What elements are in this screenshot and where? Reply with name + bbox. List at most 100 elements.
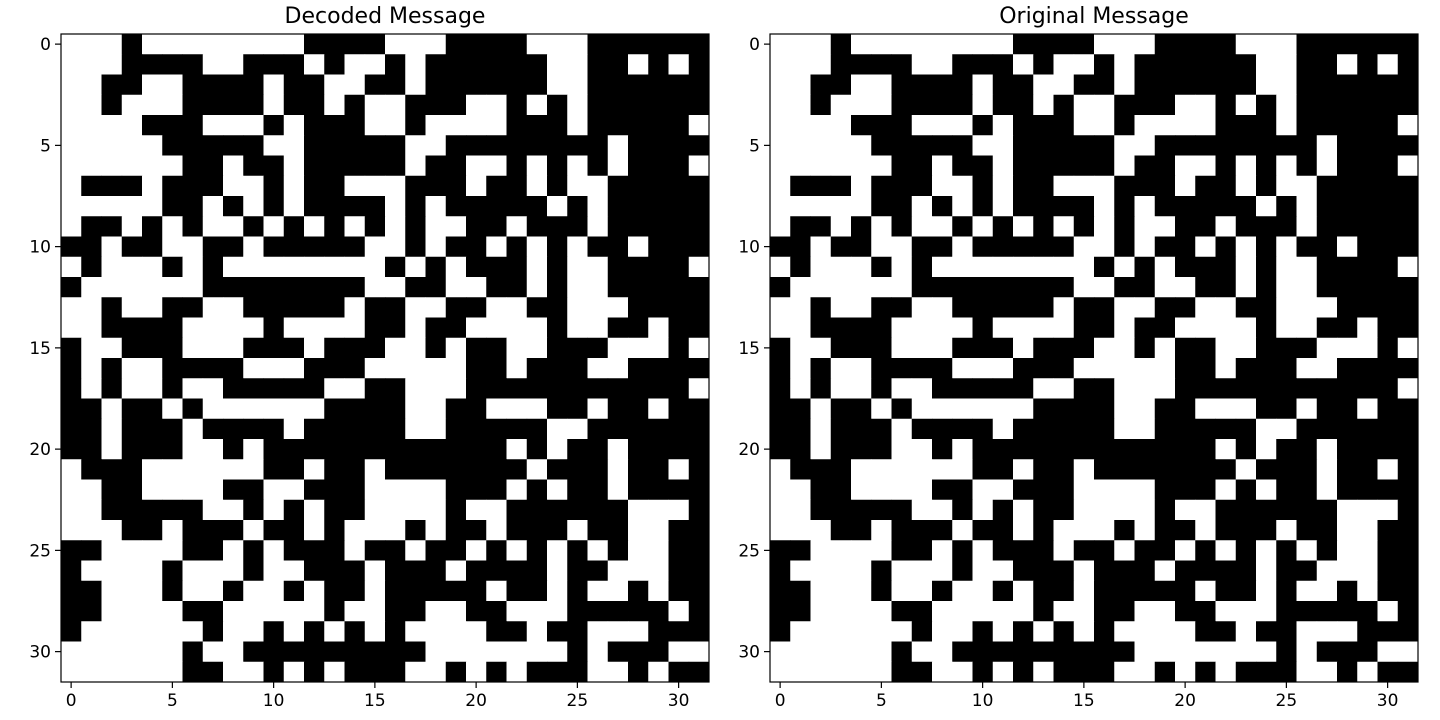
heatmap-cell — [1357, 277, 1378, 298]
heatmap-cell — [344, 621, 366, 642]
heatmap-cell — [1134, 317, 1156, 339]
heatmap-cell — [1235, 358, 1257, 379]
heatmap-cell — [1276, 641, 1297, 663]
heatmap-cell — [891, 256, 913, 278]
heatmap-cell — [911, 641, 933, 663]
heatmap-cell — [263, 297, 285, 318]
heatmap-cell — [871, 540, 892, 561]
heatmap-cell — [385, 54, 406, 75]
heatmap-cell — [385, 216, 406, 237]
heatmap-cell — [526, 94, 548, 116]
panel-title-original: Original Message — [999, 4, 1189, 29]
y-tick-label: 15 — [29, 339, 51, 359]
heatmap-cell — [1316, 94, 1338, 116]
heatmap-cell — [405, 398, 426, 420]
heatmap-cell — [688, 175, 710, 197]
heatmap-cell — [1073, 378, 1095, 399]
heatmap-cell — [1276, 479, 1297, 501]
heatmap-cell — [1377, 216, 1399, 237]
heatmap-cell — [952, 94, 973, 116]
heatmap-cell — [344, 661, 366, 683]
heatmap-cell — [1134, 94, 1156, 116]
x-tick-label: 20 — [1174, 691, 1196, 711]
heatmap-cell — [202, 398, 224, 420]
heatmap-cell — [486, 499, 507, 521]
heatmap-cell — [405, 175, 426, 197]
heatmap-cell — [911, 560, 933, 582]
heatmap-cell — [972, 54, 994, 75]
heatmap-cell — [1073, 398, 1095, 420]
heatmap-cell — [1377, 520, 1399, 541]
heatmap-cell — [1195, 398, 1216, 420]
heatmap-cell — [486, 175, 507, 197]
heatmap-cell — [567, 439, 588, 460]
heatmap-cell — [364, 479, 386, 501]
heatmap-cell — [445, 641, 467, 663]
heatmap-cell — [871, 34, 892, 55]
heatmap-cell — [1094, 459, 1115, 480]
heatmap-cell — [607, 74, 629, 96]
heatmap-cell — [911, 34, 933, 55]
heatmap-cell — [567, 398, 588, 420]
heatmap-cell — [1053, 54, 1075, 75]
heatmap-cell — [466, 256, 487, 278]
heatmap-cell — [1316, 115, 1338, 136]
heatmap-cell — [770, 358, 791, 379]
heatmap-cell — [1053, 135, 1075, 156]
heatmap-cell — [1357, 398, 1378, 420]
heatmap-cell — [1195, 479, 1216, 501]
heatmap-cell — [851, 418, 872, 440]
heatmap-cell — [506, 459, 528, 480]
heatmap-cell — [1296, 337, 1318, 359]
heatmap-cell — [1134, 216, 1156, 237]
heatmap-cell — [1073, 297, 1095, 318]
heatmap-cell — [1195, 378, 1216, 399]
heatmap-cell — [668, 256, 690, 278]
heatmap-cell — [1053, 499, 1075, 521]
heatmap-cell — [648, 499, 669, 521]
heatmap-cell — [972, 155, 994, 177]
heatmap-cell — [466, 439, 487, 460]
heatmap-cell — [61, 520, 82, 541]
heatmap-cell — [223, 216, 244, 237]
heatmap-cell — [891, 499, 913, 521]
heatmap-cell — [952, 580, 973, 602]
heatmap-cell — [648, 621, 669, 642]
heatmap-cell — [1296, 94, 1318, 116]
heatmap-cell — [871, 256, 892, 278]
heatmap-cell — [1397, 499, 1419, 521]
y-tick-label: 30 — [738, 643, 760, 663]
heatmap-cell — [466, 418, 487, 440]
heatmap-cell — [891, 560, 913, 582]
heatmap-cell — [810, 135, 832, 156]
heatmap-cell — [851, 54, 872, 75]
heatmap-cell — [871, 196, 892, 217]
heatmap-cell — [283, 155, 305, 177]
heatmap-cell — [142, 479, 163, 501]
heatmap-cell — [628, 34, 649, 55]
heatmap-cell — [1134, 236, 1156, 258]
heatmap-cell — [587, 560, 609, 582]
heatmap-cell — [688, 115, 710, 136]
heatmap-cell — [1215, 459, 1237, 480]
heatmap-cell — [1316, 34, 1338, 55]
heatmap-cell — [1013, 297, 1034, 318]
heatmap-cell — [526, 277, 548, 298]
heatmap-cell — [952, 34, 973, 55]
heatmap-cell — [1053, 661, 1075, 683]
heatmap-cell — [506, 560, 528, 582]
heatmap-cell — [1235, 499, 1257, 521]
heatmap-cell — [668, 135, 690, 156]
heatmap-cell — [1053, 621, 1075, 642]
heatmap-cell — [1316, 398, 1338, 420]
heatmap-cell — [283, 337, 305, 359]
heatmap-cell — [952, 317, 973, 339]
heatmap-cell — [283, 256, 305, 278]
heatmap-cell — [324, 94, 345, 116]
heatmap-cell — [871, 378, 892, 399]
heatmap-cell — [81, 580, 102, 602]
heatmap-cell — [1215, 74, 1237, 96]
heatmap-cell — [526, 398, 548, 420]
